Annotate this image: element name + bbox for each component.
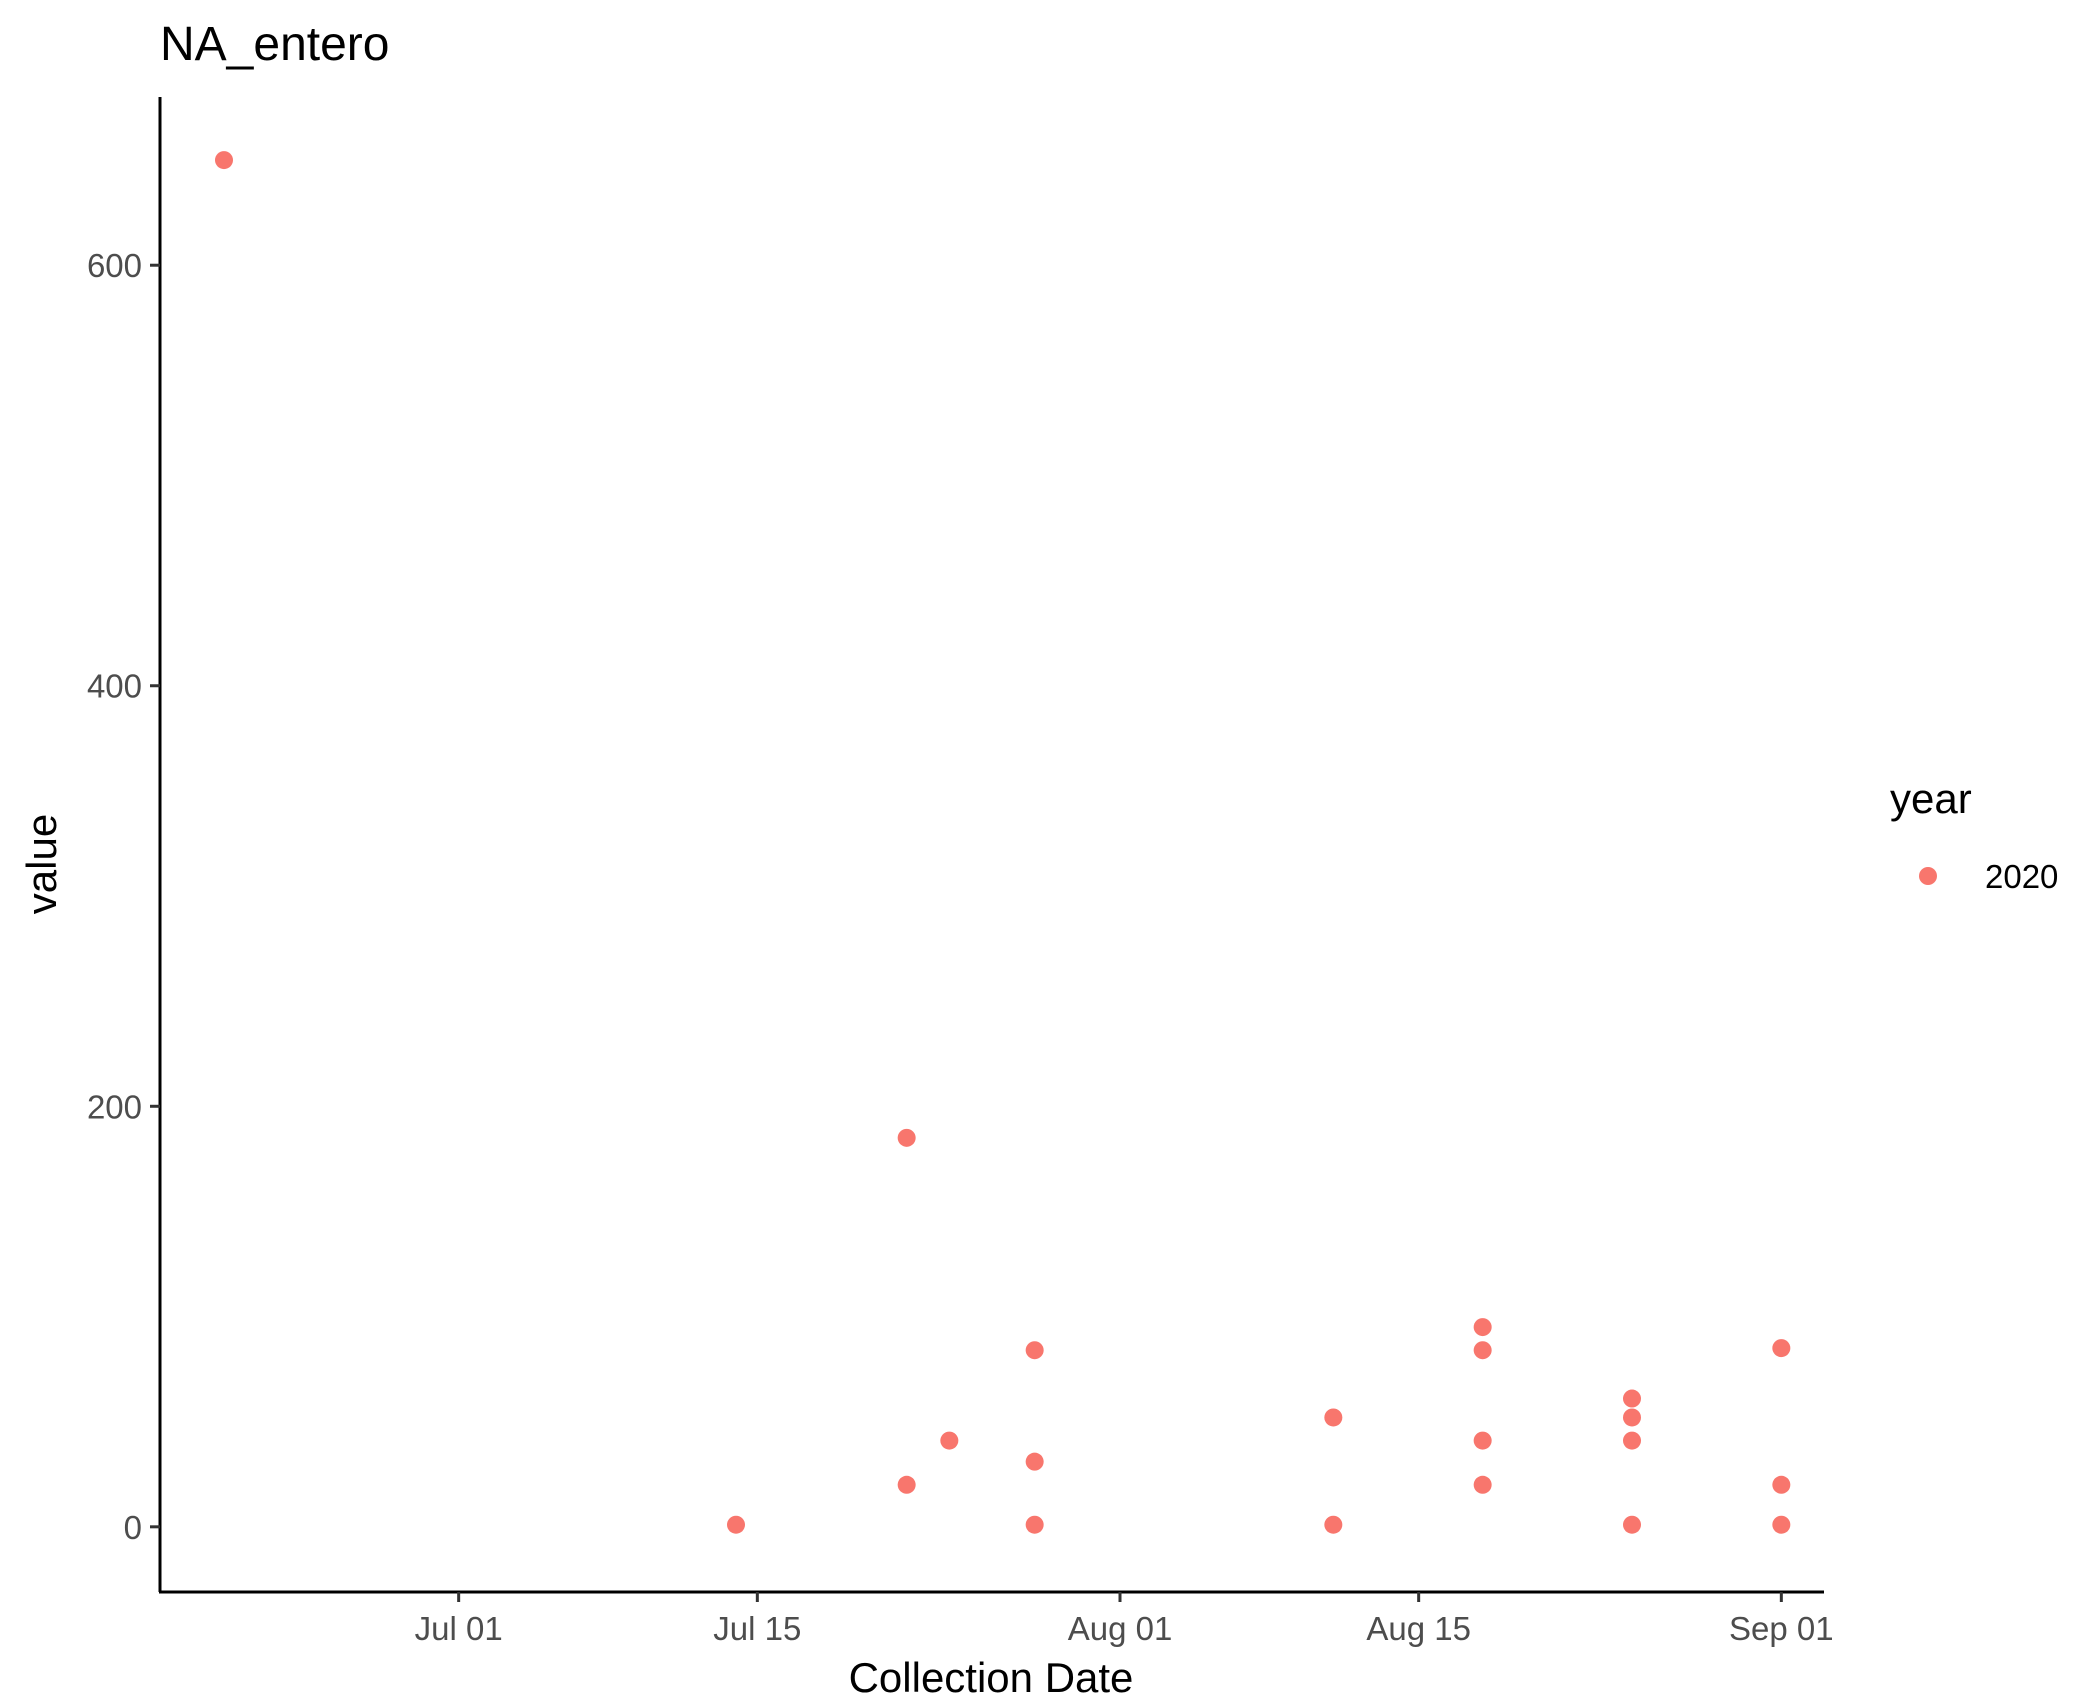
y-tick-label: 200 [87, 1088, 142, 1125]
legend: year 2020 [1890, 775, 2058, 895]
data-point [1025, 1515, 1044, 1534]
data-point [897, 1128, 916, 1147]
x-axis-ticks: Jul 01 Jul 15 Aug 01 Aug 15 Sep 01 [415, 1592, 1834, 1647]
y-axis-title: value [18, 814, 65, 914]
data-point [1772, 1475, 1791, 1494]
data-point [727, 1515, 745, 1534]
plot-area [215, 151, 1791, 1534]
x-tick-label: Aug 01 [1068, 1610, 1173, 1647]
y-axis-ticks: 0 200 400 600 [87, 247, 160, 1546]
x-tick-label: Sep 01 [1729, 1610, 1834, 1647]
data-point [1772, 1339, 1791, 1358]
data-point [1473, 1475, 1492, 1494]
chart-title: NA_entero [160, 18, 389, 71]
y-tick-label: 600 [87, 247, 142, 284]
data-point [1623, 1431, 1641, 1450]
data-point [1473, 1341, 1492, 1360]
x-tick-label: Jul 01 [415, 1610, 503, 1647]
x-tick-label: Aug 15 [1366, 1610, 1471, 1647]
x-tick-label: Jul 15 [713, 1610, 801, 1647]
data-point [897, 1475, 916, 1494]
data-point [1772, 1515, 1791, 1534]
x-axis-title: Collection Date [849, 1654, 1134, 1701]
data-point [1623, 1408, 1641, 1427]
data-point [1623, 1389, 1641, 1408]
data-point [1324, 1408, 1343, 1427]
y-tick-label: 400 [87, 668, 142, 705]
data-point [1473, 1318, 1492, 1337]
legend-key-2020 [1919, 867, 1937, 885]
data-point [1025, 1452, 1044, 1471]
legend-title: year [1890, 775, 1972, 822]
data-point [215, 151, 233, 170]
data-point [1623, 1515, 1641, 1534]
legend-label-2020: 2020 [1985, 858, 2058, 895]
data-point [940, 1431, 959, 1450]
data-point [1473, 1431, 1492, 1450]
data-point [1324, 1515, 1343, 1534]
y-tick-label: 0 [124, 1509, 142, 1546]
data-point [1025, 1341, 1044, 1360]
